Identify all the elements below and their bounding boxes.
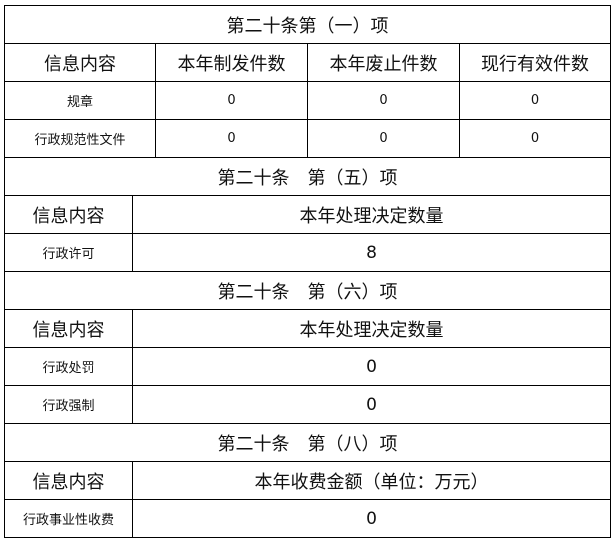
- table-row: 行政事业性收费 0: [5, 500, 611, 538]
- row-label: 行政规范性文件: [5, 120, 156, 157]
- cell-value: 8: [133, 234, 611, 271]
- section-title: 第二十条 第（六）项: [5, 272, 611, 309]
- row-label: 规章: [5, 82, 156, 119]
- cell-value: 0: [133, 500, 611, 537]
- table-row: 行政规范性文件 0 0 0: [5, 120, 611, 158]
- column-header: 本年收费金额（单位：万元）: [133, 462, 611, 499]
- row-label: 行政事业性收费: [5, 500, 133, 537]
- section2-header-row: 信息内容 本年处理决定数量: [5, 196, 611, 234]
- column-header: 现行有效件数: [460, 44, 611, 81]
- section3-header-row: 信息内容 本年处理决定数量: [5, 310, 611, 348]
- row-label: 行政处罚: [5, 348, 133, 385]
- table-row: 行政许可 8: [5, 234, 611, 272]
- section1-title-row: 第二十条第（一）项: [5, 6, 611, 44]
- section-title: 第二十条 第（五）项: [5, 158, 611, 195]
- cell-value: 0: [308, 82, 460, 119]
- cell-value: 0: [460, 120, 611, 157]
- column-header: 信息内容: [5, 196, 133, 233]
- column-header: 信息内容: [5, 462, 133, 499]
- section-title: 第二十条 第（八）项: [5, 424, 611, 461]
- section1-header-row: 信息内容 本年制发件数 本年废止件数 现行有效件数: [5, 44, 611, 82]
- disclosure-table: 第二十条第（一）项 信息内容 本年制发件数 本年废止件数 现行有效件数 规章 0…: [4, 5, 611, 538]
- cell-value: 0: [156, 120, 308, 157]
- cell-value: 0: [133, 348, 611, 385]
- section-title: 第二十条第（一）项: [5, 6, 611, 43]
- row-label: 行政许可: [5, 234, 133, 271]
- section4-title-row: 第二十条 第（八）项: [5, 424, 611, 462]
- table-row: 规章 0 0 0: [5, 82, 611, 120]
- cell-value: 0: [156, 82, 308, 119]
- section3-title-row: 第二十条 第（六）项: [5, 272, 611, 310]
- cell-value: 0: [133, 386, 611, 423]
- cell-value: 0: [308, 120, 460, 157]
- section2-title-row: 第二十条 第（五）项: [5, 158, 611, 196]
- cell-value: 0: [460, 82, 611, 119]
- column-header: 信息内容: [5, 44, 156, 81]
- row-label: 行政强制: [5, 386, 133, 423]
- table-row: 行政强制 0: [5, 386, 611, 424]
- column-header: 本年制发件数: [156, 44, 308, 81]
- section4-header-row: 信息内容 本年收费金额（单位：万元）: [5, 462, 611, 500]
- column-header: 本年处理决定数量: [133, 310, 611, 347]
- column-header: 本年废止件数: [308, 44, 460, 81]
- column-header: 本年处理决定数量: [133, 196, 611, 233]
- table-row: 行政处罚 0: [5, 348, 611, 386]
- column-header: 信息内容: [5, 310, 133, 347]
